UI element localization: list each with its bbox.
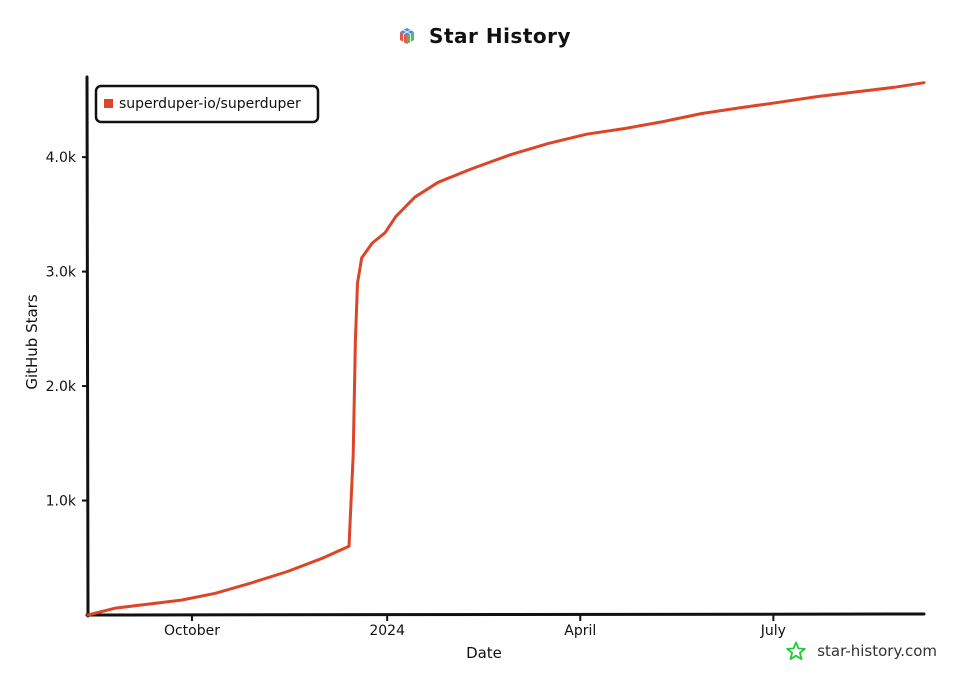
legend: superduper-io/superduper bbox=[94, 84, 320, 124]
y-tick-label: 4.0k bbox=[46, 150, 77, 166]
star-history-logo-icon bbox=[399, 28, 414, 44]
x-axis-label: Date bbox=[466, 644, 502, 662]
series-line-superduper bbox=[86, 81, 926, 617]
y-tick-label: 3.0k bbox=[46, 265, 77, 281]
x-axis-line bbox=[85, 612, 926, 617]
legend-box bbox=[94, 84, 320, 124]
legend-swatch bbox=[104, 99, 113, 108]
legend-entry-label: superduper-io/superduper bbox=[119, 96, 301, 112]
x-tick-label: July bbox=[760, 623, 786, 639]
x-tick-label: October bbox=[164, 623, 220, 639]
y-ticks: 1.0k 2.0k 3.0k 4.0k bbox=[46, 150, 88, 510]
title-bar: Star History bbox=[0, 24, 969, 48]
page-title: Star History bbox=[429, 24, 572, 48]
y-axis-label: GitHub Stars bbox=[23, 294, 41, 390]
x-tick-label: April bbox=[564, 623, 596, 639]
star-outline-icon bbox=[786, 641, 807, 661]
x-tick-label: 2024 bbox=[369, 623, 405, 639]
y-axis-line bbox=[85, 75, 90, 618]
watermark: star-history.com bbox=[786, 641, 937, 661]
y-tick-label: 2.0k bbox=[46, 379, 77, 395]
watermark-text: star-history.com bbox=[817, 642, 937, 660]
y-tick-label: 1.0k bbox=[46, 494, 77, 510]
x-ticks: October 2024 April July bbox=[164, 615, 786, 639]
